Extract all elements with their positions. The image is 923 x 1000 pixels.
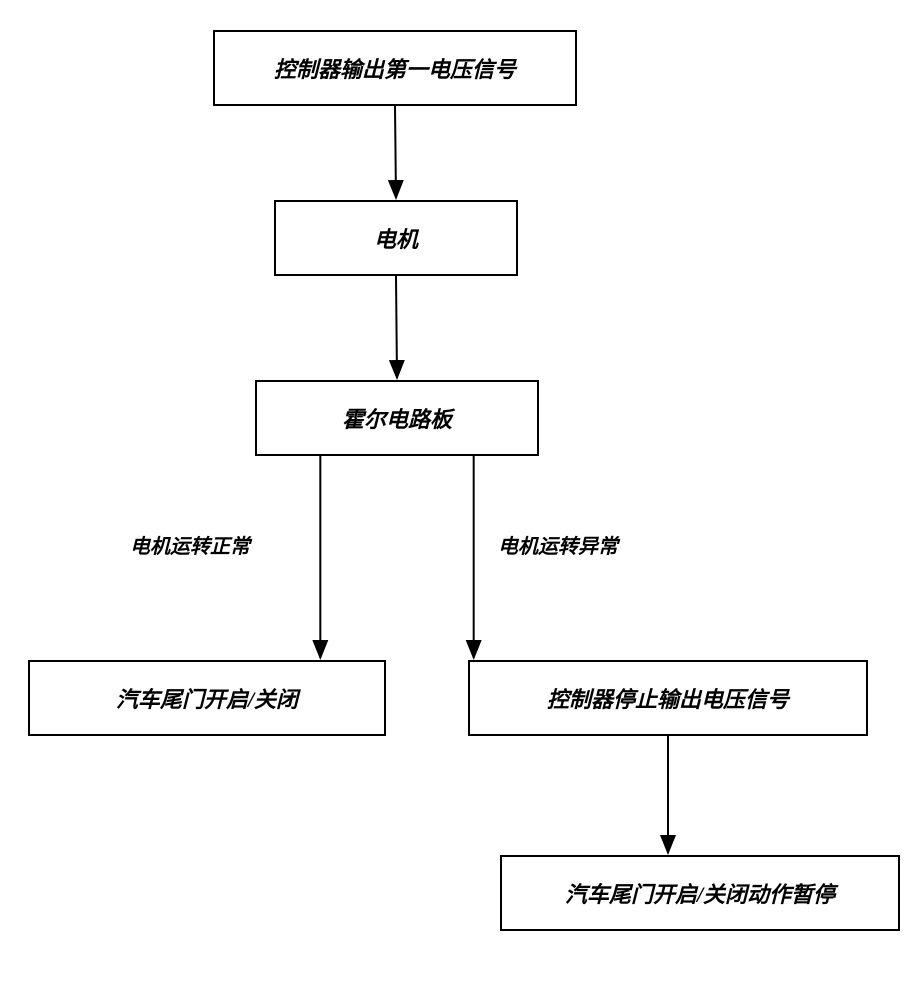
node-tailgate-pause: 汽车尾门开启/关闭动作暂停 <box>500 855 900 931</box>
node-tailgate-action: 汽车尾门开启/关闭 <box>28 660 386 736</box>
node-label: 控制器停止输出电压信号 <box>547 682 789 714</box>
node-controller-output: 控制器输出第一电压信号 <box>213 30 577 106</box>
edge-label-normal: 电机运转正常 <box>130 530 250 559</box>
edge-label-text: 电机运转异常 <box>498 536 618 558</box>
flow-arrows <box>0 0 923 1000</box>
edge-label-abnormal: 电机运转异常 <box>498 530 618 559</box>
node-label: 汽车尾门开启/关闭 <box>116 682 298 714</box>
node-label: 电机 <box>374 222 418 254</box>
node-label: 汽车尾门开启/关闭动作暂停 <box>565 877 835 909</box>
node-hall-board: 霍尔电路板 <box>255 380 539 456</box>
edge-label-text: 电机运转正常 <box>130 536 250 558</box>
node-label: 霍尔电路板 <box>342 402 452 434</box>
node-motor: 电机 <box>274 200 518 276</box>
node-controller-stop: 控制器停止输出电压信号 <box>468 660 868 736</box>
node-label: 控制器输出第一电压信号 <box>274 52 516 84</box>
